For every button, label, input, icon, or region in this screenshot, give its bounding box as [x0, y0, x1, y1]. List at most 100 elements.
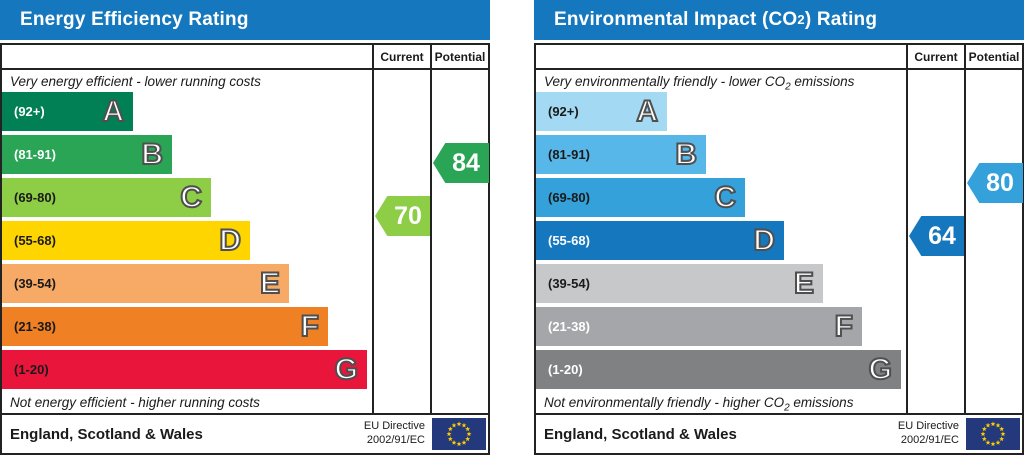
potential-rating-value: 80 — [986, 168, 1014, 197]
band-c: (69-80) C — [2, 178, 211, 217]
potential-column-header: Potential — [964, 45, 1022, 68]
energy-efficiency-chart: Energy Efficiency Rating Current Potenti… — [0, 0, 490, 455]
region-label: England, Scotland & Wales — [544, 425, 737, 443]
current-rating-value: 70 — [394, 201, 422, 230]
current-column: 64 — [906, 70, 965, 413]
current-column-header: Current — [906, 45, 964, 68]
band-range-label: (21-38) — [548, 319, 590, 334]
directive-line-2: 2002/91/EC — [900, 434, 959, 446]
caption-text-post: emissions — [790, 74, 855, 89]
eu-flag-icon — [966, 418, 1020, 450]
band-b: (81-91) B — [536, 135, 706, 174]
band-area: Very energy efficient - lower running co… — [2, 70, 372, 413]
band-range-label: (69-80) — [548, 190, 590, 205]
title-text-post: ) Rating — [804, 9, 878, 30]
co2-chart-table: Current Potential Very environmentally f… — [534, 43, 1024, 455]
caption-text-post: emissions — [789, 395, 854, 410]
band-a: (92+) A — [536, 92, 667, 131]
caption-text: Very energy efficient - lower running co… — [10, 74, 261, 89]
band-g: (1-20) G — [2, 350, 367, 389]
directive-line-2: 2002/91/EC — [366, 434, 425, 446]
band-d: (55-68) D — [536, 221, 784, 260]
column-header-row: Current Potential — [2, 45, 488, 70]
caption-text: Not environmentally friendly - higher CO — [544, 395, 785, 410]
top-caption: Very energy efficient - lower running co… — [2, 70, 372, 92]
bottom-caption: Not environmentally friendly - higher CO… — [536, 389, 906, 413]
caption-text: Not energy efficient - higher running co… — [10, 395, 260, 410]
potential-rating-value: 84 — [452, 148, 480, 177]
eu-directive-label: EU Directive 2002/91/EC — [898, 420, 959, 448]
band-b: (81-91) B — [2, 135, 172, 174]
band-range-label: (69-80) — [14, 190, 56, 205]
potential-column: 84 — [430, 70, 489, 413]
band-letter: B — [674, 137, 698, 172]
current-rating-arrow: 64 — [909, 216, 965, 256]
title-text: Environmental Impact (CO — [554, 9, 798, 30]
region-label: England, Scotland & Wales — [10, 425, 203, 443]
band-letter: D — [218, 223, 242, 258]
directive-line-1: EU Directive — [363, 420, 425, 433]
band-g: (1-20) G — [536, 350, 901, 389]
band-area: Very environmentally friendly - lower CO… — [536, 70, 906, 413]
header-spacer — [536, 45, 906, 68]
band-e: (39-54) E — [536, 264, 823, 303]
potential-rating-arrow: 84 — [433, 143, 489, 183]
chart-body: Very energy efficient - lower running co… — [2, 70, 489, 413]
energy-chart-title: Energy Efficiency Rating — [0, 0, 490, 40]
potential-column-header: Potential — [430, 45, 488, 68]
current-column: 70 — [372, 70, 431, 413]
caption-subscript: 2 — [784, 402, 790, 413]
band-letter: B — [140, 137, 164, 172]
band-letter: G — [868, 352, 893, 387]
band-letter: A — [635, 94, 659, 129]
eu-directive-label: EU Directive 2002/91/EC — [364, 420, 425, 448]
energy-chart-table: Current Potential Very energy efficient … — [0, 43, 490, 455]
band-f: (21-38) F — [2, 307, 328, 346]
band-letter: F — [300, 309, 320, 344]
header-spacer — [2, 45, 372, 68]
directive-line-1: EU Directive — [897, 420, 959, 433]
band-d: (55-68) D — [2, 221, 250, 260]
band-range-label: (1-20) — [548, 362, 583, 377]
band-letter: A — [101, 94, 125, 129]
band-range-label: (55-68) — [14, 233, 56, 248]
top-caption: Very environmentally friendly - lower CO… — [536, 70, 906, 92]
band-letter: E — [259, 266, 281, 301]
band-letter: C — [179, 180, 203, 215]
band-a: (92+) A — [2, 92, 133, 131]
band-range-label: (39-54) — [14, 276, 56, 291]
potential-column: 80 — [964, 70, 1023, 413]
current-rating-arrow: 70 — [375, 196, 431, 236]
band-range-label: (1-20) — [14, 362, 49, 377]
band-range-label: (92+) — [548, 104, 579, 119]
eu-flag-icon — [432, 418, 486, 450]
band-range-label: (39-54) — [548, 276, 590, 291]
band-e: (39-54) E — [2, 264, 289, 303]
band-letter: E — [793, 266, 815, 301]
chart-footer: England, Scotland & Wales EU Directive 2… — [2, 413, 488, 453]
band-f: (21-38) F — [536, 307, 862, 346]
chart-footer: England, Scotland & Wales EU Directive 2… — [536, 413, 1022, 453]
band-range-label: (81-91) — [14, 147, 56, 162]
band-range-label: (55-68) — [548, 233, 590, 248]
caption-subscript: 2 — [785, 81, 791, 93]
column-header-row: Current Potential — [536, 45, 1022, 70]
band-letter: F — [834, 309, 854, 344]
co2-chart-title: Environmental Impact (CO 2) Rating — [534, 0, 1024, 40]
band-letter: C — [713, 180, 737, 215]
environmental-impact-chart: Environmental Impact (CO 2) Rating Curren… — [534, 0, 1024, 455]
band-letter: D — [752, 223, 776, 258]
rating-bands: (92+) A (81-91) B (69-80) C (55-68) — [2, 92, 372, 389]
band-c: (69-80) C — [536, 178, 745, 217]
caption-text: Very environmentally friendly - lower CO — [544, 74, 786, 89]
rating-bands: (92+) A (81-91) B (69-80) C (55-68) — [536, 92, 906, 389]
chart-body: Very environmentally friendly - lower CO… — [536, 70, 1023, 413]
band-range-label: (81-91) — [548, 147, 590, 162]
potential-rating-arrow: 80 — [967, 163, 1023, 203]
current-column-header: Current — [372, 45, 430, 68]
band-range-label: (92+) — [14, 104, 45, 119]
band-letter: G — [334, 352, 359, 387]
current-rating-value: 64 — [928, 221, 956, 250]
band-range-label: (21-38) — [14, 319, 56, 334]
